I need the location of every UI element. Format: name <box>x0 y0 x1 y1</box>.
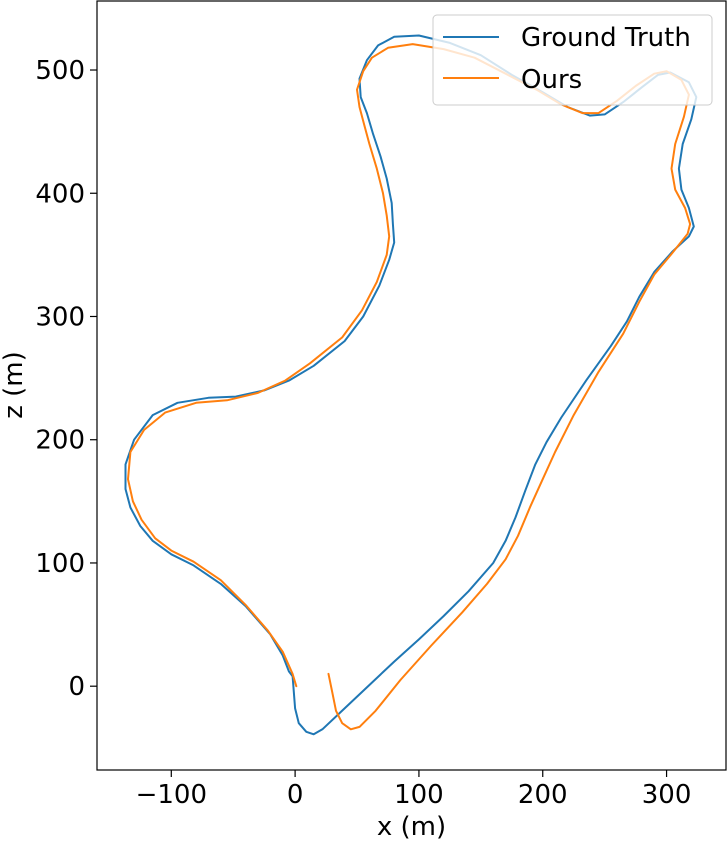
series-line-ground-truth <box>124 34 698 736</box>
legend-label-ground-truth: Ground Truth <box>521 23 691 53</box>
x-tick-label: −100 <box>136 780 207 810</box>
y-tick-label: 0 <box>68 672 85 702</box>
x-tick-label: 200 <box>518 780 568 810</box>
plot-frame <box>96 0 727 771</box>
legend-label-ours: Ours <box>521 65 582 95</box>
series-layer <box>124 34 698 736</box>
x-axis-label: x (m) <box>377 812 446 841</box>
y-axis-label: z (m) <box>0 351 29 419</box>
y-tick-label: 200 <box>35 426 85 456</box>
x-tick-label: 0 <box>287 780 304 810</box>
y-tick-label: 100 <box>35 549 85 579</box>
x-axis: −100 0 100 200 300 <box>136 770 692 810</box>
x-tick-label: 300 <box>642 780 692 810</box>
legend: Ground Truth Ours <box>432 14 713 106</box>
x-tick-label: 100 <box>394 780 444 810</box>
y-tick-label: 500 <box>35 56 85 86</box>
y-tick-label: 400 <box>35 179 85 209</box>
legend-box <box>432 14 713 106</box>
series-line-ours <box>127 43 692 731</box>
y-axis: 0 100 200 300 400 500 <box>35 56 97 702</box>
y-tick-label: 300 <box>35 302 85 332</box>
